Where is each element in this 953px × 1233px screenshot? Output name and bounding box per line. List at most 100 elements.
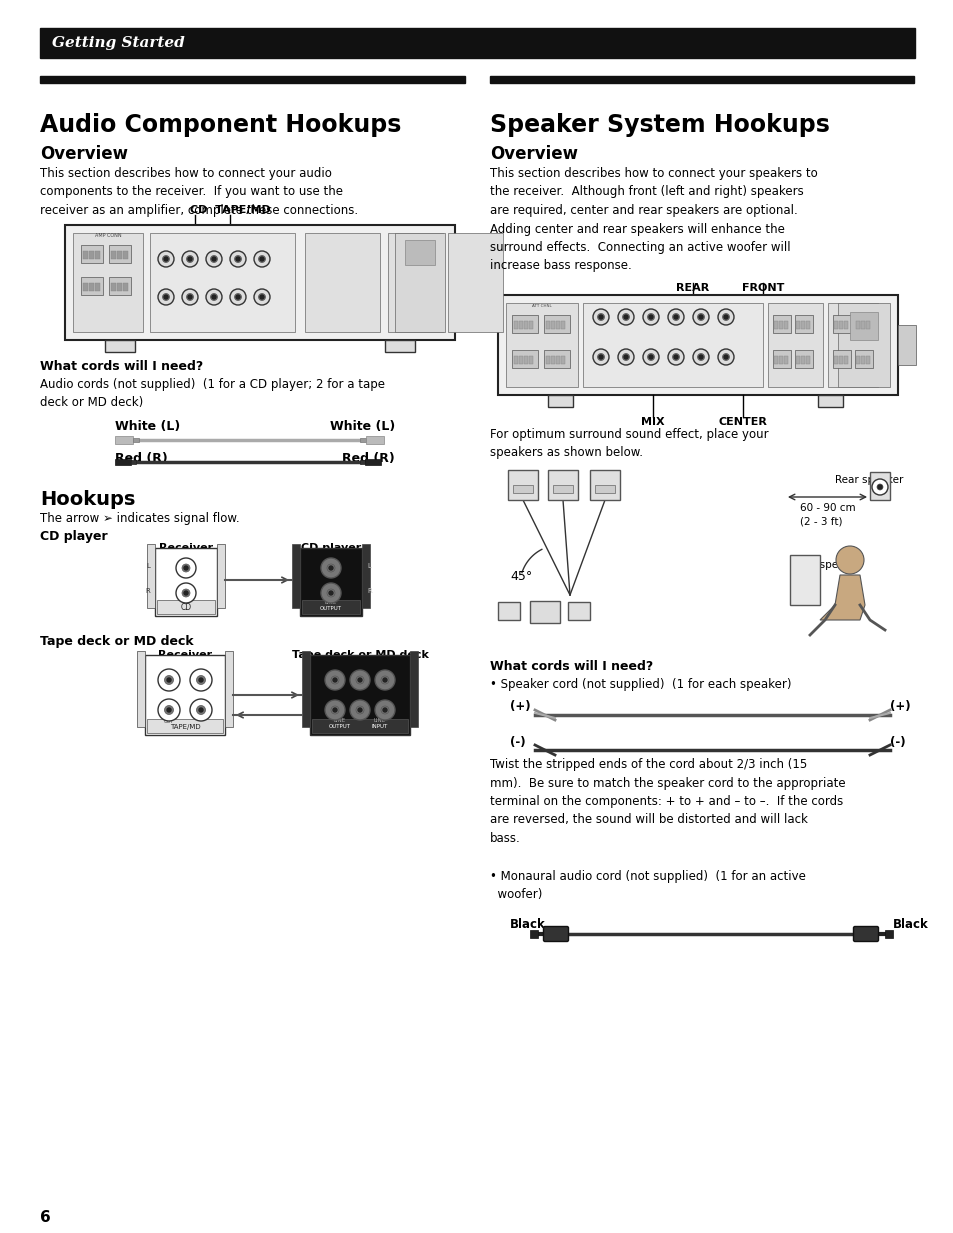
Bar — [817, 395, 842, 407]
Bar — [410, 651, 417, 727]
Bar — [865, 356, 869, 364]
Circle shape — [253, 252, 270, 268]
Bar — [95, 252, 100, 259]
Circle shape — [721, 354, 729, 360]
Text: LINE: LINE — [325, 599, 336, 604]
Circle shape — [692, 309, 708, 326]
Circle shape — [162, 255, 170, 263]
Circle shape — [618, 309, 634, 326]
Text: R: R — [145, 588, 150, 594]
Bar — [147, 719, 223, 732]
Text: 60 - 90 cm
(2 - 3 ft): 60 - 90 cm (2 - 3 ft) — [800, 503, 855, 526]
Text: Black: Black — [892, 919, 928, 931]
Circle shape — [167, 678, 171, 682]
Text: (+): (+) — [510, 700, 530, 713]
Circle shape — [672, 354, 679, 360]
Bar — [772, 314, 790, 333]
Bar — [838, 356, 842, 364]
Text: This section describes how to connect your speakers to
the receiver.  Although f: This section describes how to connect yo… — [490, 166, 817, 272]
Bar — [855, 321, 859, 329]
Circle shape — [673, 355, 678, 359]
Circle shape — [382, 708, 387, 711]
Circle shape — [234, 293, 241, 301]
Circle shape — [648, 355, 652, 359]
Circle shape — [206, 289, 222, 305]
Circle shape — [692, 349, 708, 365]
Text: Getting Started: Getting Started — [52, 36, 185, 51]
Bar — [832, 314, 850, 333]
Text: AMP CONN: AMP CONN — [94, 233, 121, 238]
Bar — [530, 600, 559, 623]
Circle shape — [235, 295, 240, 298]
Bar — [545, 321, 550, 329]
Circle shape — [167, 708, 171, 711]
Circle shape — [718, 349, 733, 365]
Bar — [514, 356, 517, 364]
Bar — [805, 356, 809, 364]
Circle shape — [642, 349, 659, 365]
Text: 6: 6 — [40, 1210, 51, 1226]
Bar — [854, 350, 872, 367]
Bar — [111, 284, 116, 291]
Text: Overview: Overview — [490, 145, 578, 163]
Bar — [157, 600, 214, 614]
Text: REC
OUT: REC OUT — [164, 714, 174, 725]
Text: This section describes how to connect your audio
components to the receiver.  If: This section describes how to connect yo… — [40, 166, 357, 217]
Text: 45°: 45° — [510, 570, 532, 583]
Text: Black: Black — [510, 919, 545, 931]
Circle shape — [331, 707, 338, 714]
Text: L: L — [367, 563, 371, 568]
Circle shape — [333, 708, 336, 711]
Bar — [310, 655, 410, 735]
Circle shape — [260, 295, 264, 298]
Circle shape — [380, 707, 389, 714]
Bar — [869, 472, 889, 501]
Bar — [556, 356, 559, 364]
Bar — [553, 485, 573, 493]
Text: Tape deck or MD deck: Tape deck or MD deck — [40, 635, 193, 649]
Circle shape — [642, 309, 659, 326]
Circle shape — [325, 700, 345, 720]
Bar — [448, 233, 502, 332]
Bar — [773, 321, 778, 329]
Bar — [518, 356, 522, 364]
Circle shape — [871, 478, 887, 494]
Circle shape — [647, 313, 654, 321]
Circle shape — [190, 670, 212, 690]
Text: IN: IN — [198, 716, 203, 721]
Bar — [115, 459, 131, 465]
Bar — [132, 438, 139, 441]
Circle shape — [186, 293, 193, 301]
Bar — [299, 547, 361, 616]
Bar — [123, 284, 128, 291]
Circle shape — [672, 313, 679, 321]
Bar — [547, 470, 578, 501]
Bar — [589, 470, 619, 501]
Bar — [405, 240, 435, 265]
Text: IN: IN — [182, 599, 189, 604]
Circle shape — [697, 354, 703, 360]
Bar — [512, 314, 537, 333]
Circle shape — [380, 676, 389, 684]
Bar — [773, 356, 778, 364]
Bar — [507, 470, 537, 501]
Bar — [779, 321, 782, 329]
Text: Audio Component Hookups: Audio Component Hookups — [40, 113, 401, 137]
Circle shape — [622, 354, 629, 360]
Text: CD player: CD player — [40, 530, 108, 543]
Bar — [497, 602, 519, 620]
Circle shape — [235, 256, 240, 261]
Circle shape — [699, 355, 702, 359]
Text: Red (R): Red (R) — [115, 453, 168, 465]
Circle shape — [190, 699, 212, 721]
Bar — [123, 252, 128, 259]
Circle shape — [199, 678, 203, 682]
Circle shape — [699, 314, 702, 319]
Text: Hookups: Hookups — [40, 490, 135, 509]
Text: (+): (+) — [889, 700, 910, 713]
Bar — [543, 314, 569, 333]
Bar — [83, 252, 88, 259]
Circle shape — [230, 289, 246, 305]
Text: Receiver: Receiver — [159, 543, 213, 552]
Text: MIX: MIX — [640, 417, 664, 427]
